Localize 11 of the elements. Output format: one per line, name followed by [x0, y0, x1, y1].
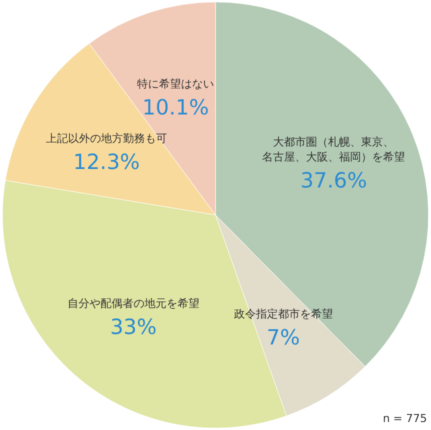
data-label: 33%: [110, 314, 157, 339]
data-label: 10.1%: [142, 96, 209, 120]
slice-label: 政令指定都市を希望: [234, 307, 333, 320]
slice-label: 上記以外の地方勤務も可: [46, 132, 168, 146]
data-label: 12.3%: [73, 150, 140, 174]
data-label: 37.6%: [300, 168, 368, 192]
slice-label: 大都市圏（札幌、東京、名古屋、大阪、福岡）を希望: [262, 135, 406, 164]
data-label: 7%: [266, 325, 300, 350]
slice-label: 特に希望はない: [137, 78, 214, 91]
text: n = 775: [382, 412, 427, 425]
slice-label: 自分や配偶者の地元を希望: [67, 296, 200, 310]
